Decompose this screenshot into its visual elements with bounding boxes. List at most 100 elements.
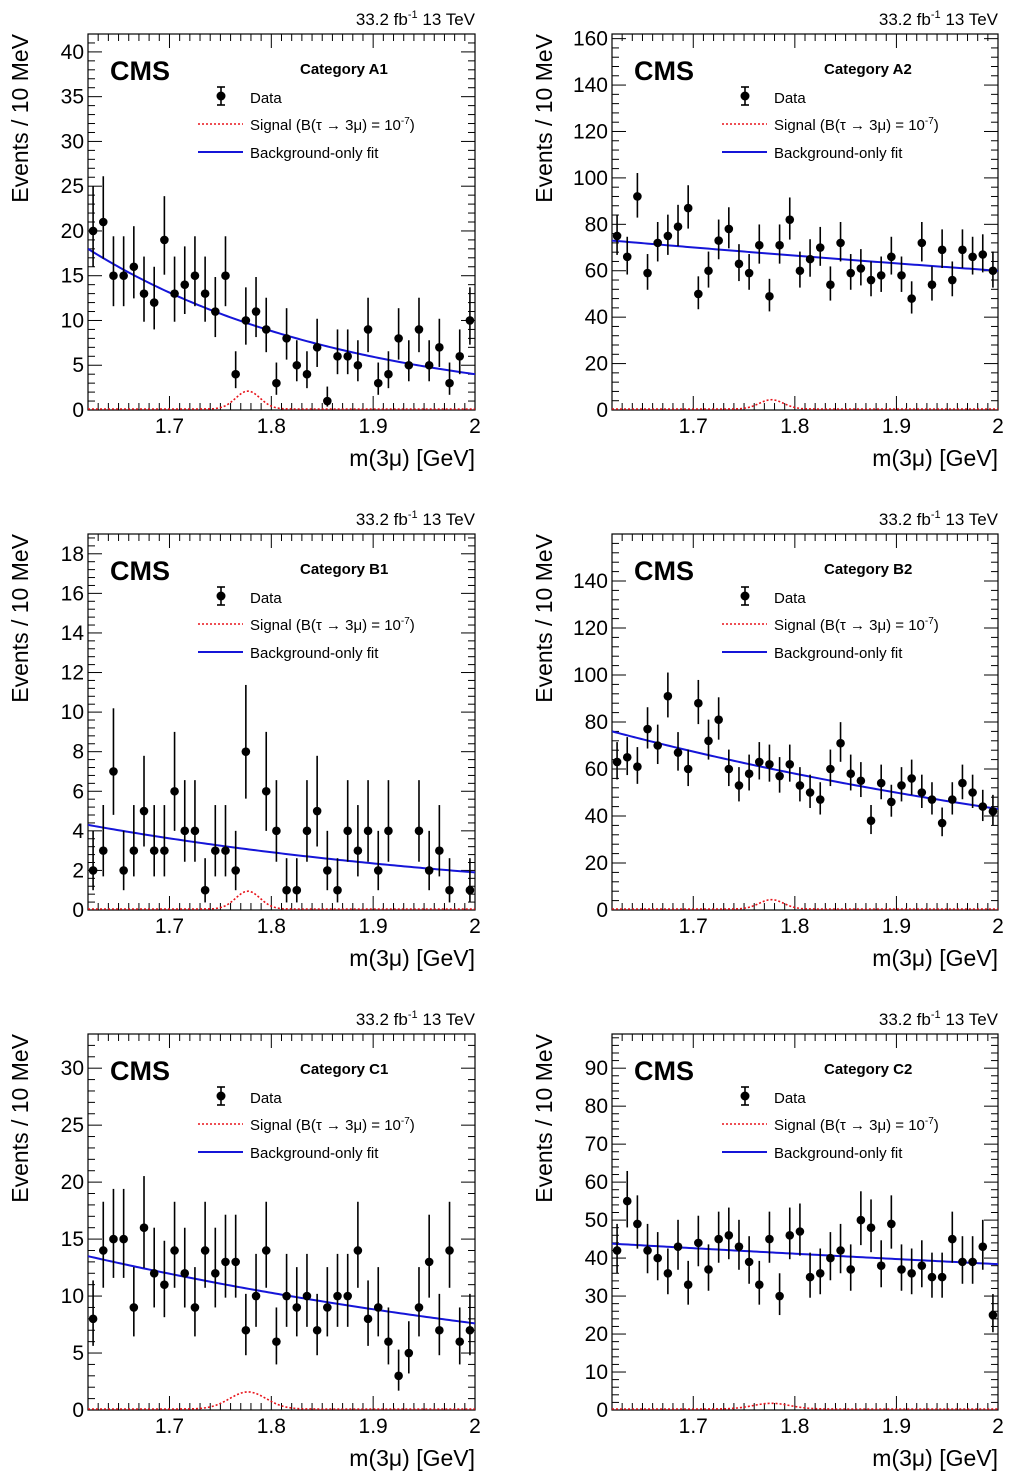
cms-label: CMS	[110, 1056, 170, 1086]
y-tick-label: 10	[61, 309, 84, 332]
y-tick-label: 70	[585, 1133, 608, 1156]
data-marker	[241, 747, 251, 756]
data-point	[455, 329, 465, 375]
y-tick-label: 60	[585, 1171, 608, 1194]
data-marker	[633, 192, 642, 201]
y-tick-label: 15	[61, 265, 84, 288]
y-tick-label: 16	[61, 582, 84, 605]
data-point	[856, 1191, 866, 1246]
data-marker	[139, 289, 149, 298]
data-marker	[663, 1268, 673, 1278]
data-marker	[887, 1219, 896, 1229]
data-marker	[180, 1268, 190, 1278]
data-point	[373, 1267, 383, 1337]
data-marker	[897, 1265, 906, 1274]
data-point	[897, 256, 906, 292]
legend-background-label: Background-only fit	[774, 145, 903, 162]
data-marker	[765, 291, 774, 301]
data-point	[876, 1240, 886, 1288]
data-point	[653, 724, 663, 765]
data-marker	[160, 235, 169, 245]
data-point	[231, 830, 240, 891]
data-marker	[836, 1246, 845, 1255]
data-point	[907, 1248, 916, 1295]
data-marker	[282, 1291, 291, 1301]
data-marker	[343, 1291, 352, 1301]
data-point	[109, 708, 118, 815]
data-marker	[109, 767, 118, 776]
data-marker	[149, 846, 159, 855]
lumi-label: 33.2 fb-1 13 TeV	[879, 9, 999, 29]
data-point	[445, 858, 454, 903]
data-marker	[947, 275, 957, 285]
data-marker	[866, 275, 876, 285]
data-point	[139, 256, 149, 322]
data-marker	[846, 1265, 856, 1274]
x-tick-label: 2	[992, 915, 1004, 938]
y-tick-label: 90	[585, 1057, 608, 1080]
data-point	[937, 807, 947, 837]
y-axis: 0 20 40 60 80 100 120 140	[573, 533, 998, 922]
data-point	[958, 1236, 967, 1284]
data-marker	[744, 268, 754, 278]
data-marker	[897, 271, 906, 280]
data-points	[88, 1176, 475, 1391]
data-point	[414, 1267, 424, 1337]
data-point	[795, 1203, 805, 1256]
x-axis-title: m(3μ) [GeV]	[349, 445, 475, 471]
data-point	[917, 774, 927, 808]
data-point	[754, 224, 764, 264]
data-marker	[622, 752, 632, 762]
category-label: Category A1	[300, 61, 388, 78]
data-point	[663, 214, 673, 255]
data-point	[988, 794, 998, 826]
y-tick-label: 20	[61, 1171, 84, 1194]
data-marker	[435, 1325, 444, 1335]
data-marker	[200, 1246, 210, 1255]
data-marker	[653, 238, 663, 248]
data-point	[836, 1223, 845, 1274]
data-marker	[221, 846, 230, 855]
data-marker	[846, 769, 856, 778]
data-point	[694, 679, 703, 725]
x-axis: 1.7 1.8 1.9 2	[97, 34, 481, 438]
data-marker	[323, 866, 332, 875]
data-marker	[633, 762, 642, 771]
x-tick-label: 2	[469, 415, 481, 438]
data-point	[312, 1293, 322, 1356]
data-point	[714, 697, 723, 740]
y-axis-title: Events / 10 MeV	[7, 1033, 33, 1202]
data-marker	[988, 266, 998, 276]
data-marker	[622, 1196, 632, 1206]
cms-label: CMS	[634, 556, 694, 586]
data-marker	[704, 1265, 713, 1274]
data-marker	[612, 231, 622, 241]
y-tick-label: 2	[72, 859, 84, 882]
data-point	[88, 830, 98, 891]
data-point	[109, 1188, 118, 1278]
data-marker	[261, 325, 271, 334]
data-marker	[937, 1272, 947, 1282]
data-point	[302, 351, 312, 389]
data-marker	[445, 1246, 454, 1255]
x-axis-title: m(3μ) [GeV]	[872, 445, 998, 471]
data-point	[455, 1307, 465, 1365]
x-tick-label: 2	[992, 1415, 1004, 1438]
x-axis-title: m(3μ) [GeV]	[349, 1445, 475, 1471]
data-point	[465, 1293, 475, 1356]
data-point	[231, 1214, 240, 1298]
data-point	[775, 1273, 784, 1316]
data-point	[88, 1280, 98, 1346]
data-point	[445, 1201, 454, 1288]
data-point	[292, 1267, 302, 1337]
data-marker	[98, 1246, 108, 1255]
data-marker	[653, 1253, 663, 1263]
data-point	[424, 830, 434, 891]
data-point	[633, 1195, 642, 1249]
data-marker	[323, 396, 332, 406]
legend-background-label: Background-only fit	[774, 645, 903, 662]
x-tick-label: 1.8	[257, 915, 286, 938]
data-marker	[947, 1234, 957, 1244]
data-marker	[724, 1230, 734, 1240]
legend: Data Signal (B(τ → 3μ) = 10-7) Background-…	[198, 86, 415, 162]
